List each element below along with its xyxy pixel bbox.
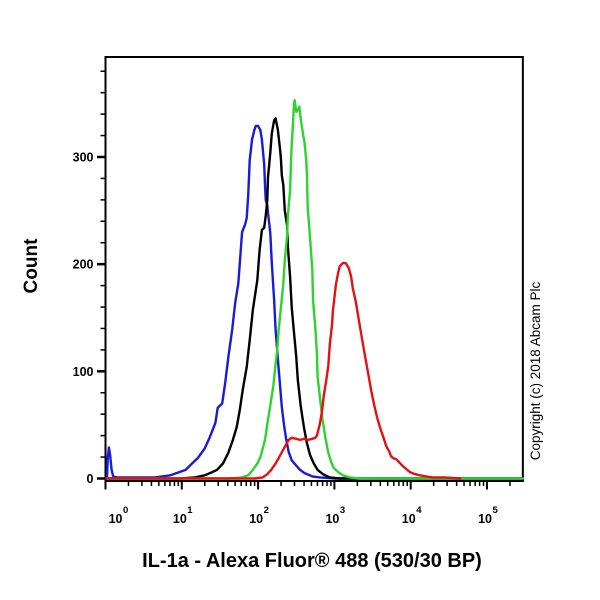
- x-axis-tick-label: 10: [325, 512, 339, 526]
- x-axis-tick-exponent: 5: [493, 505, 499, 516]
- x-axis-tick-exponent: 2: [264, 505, 269, 516]
- copyright-notice: Copyright (c) 2018 Abcam Plc: [528, 281, 543, 460]
- y-axis-tick-label: 0: [87, 472, 94, 486]
- x-axis-tick-exponent: 4: [416, 505, 422, 516]
- curve-red-curve: [105, 261, 462, 480]
- y-axis-label: Count: [21, 238, 42, 294]
- plot-frame: [104, 56, 524, 482]
- x-axis-tick-exponent: 1: [187, 505, 193, 516]
- y-axis-tick-label: 300: [73, 150, 94, 164]
- curve-green-curve: [105, 99, 525, 480]
- curve-blue-curve: [105, 124, 525, 480]
- x-axis-tick-exponent: 3: [340, 505, 345, 516]
- curve-black-curve: [105, 117, 525, 480]
- y-axis-tick-label: 100: [73, 365, 94, 379]
- x-axis-tick-label: 10: [478, 512, 492, 526]
- x-axis-tick-label: 10: [173, 512, 187, 526]
- x-axis-tick-label: 10: [109, 512, 123, 526]
- x-axis-tick-exponent: 0: [123, 505, 128, 516]
- y-axis-tick-label: 200: [73, 258, 94, 272]
- x-axis-tick-label: 10: [249, 512, 263, 526]
- x-axis-label: IL-1a - Alexa Fluor® 488 (530/30 BP): [142, 550, 482, 572]
- x-axis-tick-label: 10: [402, 512, 416, 526]
